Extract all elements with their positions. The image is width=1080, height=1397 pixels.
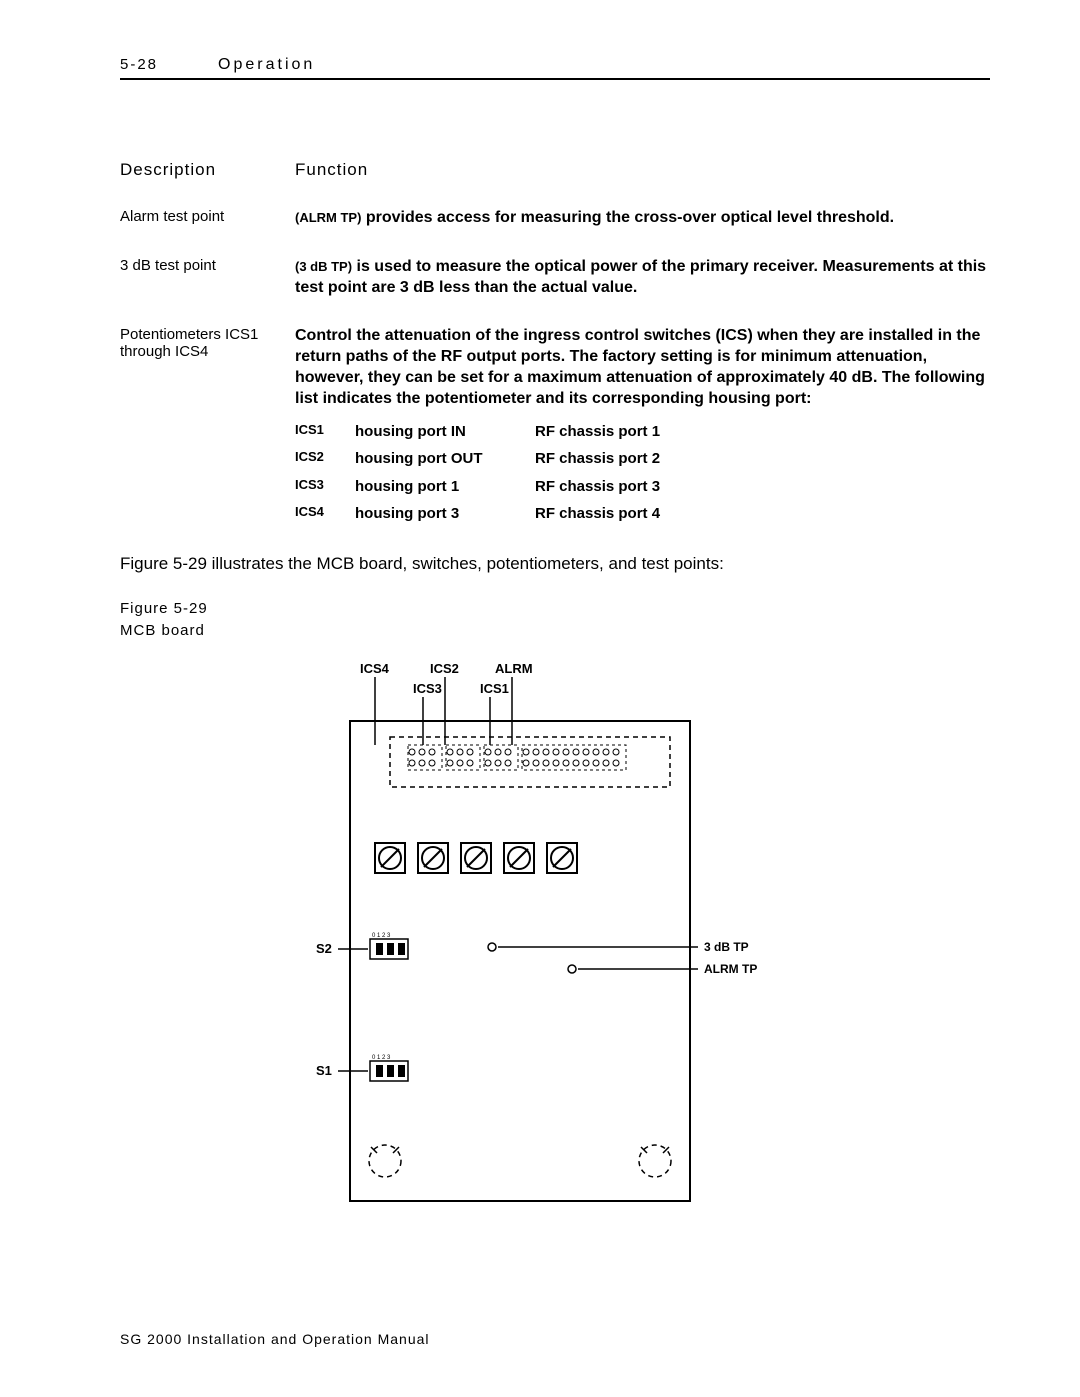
rf-chassis-port: RF chassis port 1: [535, 422, 990, 442]
ics-label: ICS1: [295, 422, 355, 442]
svg-text:ICS3: ICS3: [413, 681, 442, 696]
row-label-alarm-tp: Alarm test point: [120, 208, 295, 229]
rf-chassis-port: RF chassis port 3: [535, 477, 990, 497]
row-label-3db-tp: 3 dB test point: [120, 257, 295, 299]
row-func-alarm-tp: (ALRM TP) provides access for measuring …: [295, 208, 990, 229]
svg-text:0 1 2 3: 0 1 2 3: [372, 1055, 391, 1061]
ics-mapping-table: ICS1 housing port IN RF chassis port 1 I…: [295, 422, 990, 524]
housing-port: housing port IN: [355, 422, 535, 442]
mcb-board-diagram: ICS4 ICS2 ALRM ICS3 ICS1 S2 0 1 2 3 S1 0 1 2 3 3 …: [300, 661, 810, 1211]
col-header-function: Function: [295, 160, 990, 180]
chapter-title: Operation: [218, 56, 315, 74]
svg-text:3 dB TP: 3 dB TP: [704, 940, 749, 954]
col-header-description: Description: [120, 160, 295, 180]
ics-label: ICS4: [295, 504, 355, 524]
description-function-table: Description Function Alarm test point (A…: [120, 160, 990, 524]
row-label-pots: Potentiometers ICS1 through ICS4: [120, 326, 295, 523]
svg-text:ICS1: ICS1: [480, 681, 509, 696]
svg-text:ICS4: ICS4: [360, 661, 390, 676]
housing-port: housing port 1: [355, 477, 535, 497]
ics-label: ICS2: [295, 449, 355, 469]
footer-manual-title: SG 2000 Installation and Operation Manua…: [120, 1331, 990, 1347]
figure-intro-text: Figure 5-29 illustrates the MCB board, s…: [120, 554, 990, 574]
housing-port: housing port OUT: [355, 449, 535, 469]
svg-text:ALRM: ALRM: [495, 661, 533, 676]
page-header: 5-28 Operation: [120, 56, 990, 80]
svg-text:ALRM TP: ALRM TP: [704, 962, 757, 976]
figure-label: Figure 5-29 MCB board: [120, 598, 990, 643]
row-func-pots: Control the attenuation of the ingress c…: [295, 326, 990, 523]
svg-text:S1: S1: [316, 1063, 332, 1078]
row-func-3db-tp: (3 dB TP) is used to measure the optical…: [295, 257, 990, 299]
svg-text:ICS2: ICS2: [430, 661, 459, 676]
svg-text:S2: S2: [316, 941, 332, 956]
rf-chassis-port: RF chassis port 2: [535, 449, 990, 469]
rf-chassis-port: RF chassis port 4: [535, 504, 990, 524]
page-number: 5-28: [120, 56, 158, 73]
housing-port: housing port 3: [355, 504, 535, 524]
svg-text:0 1 2 3: 0 1 2 3: [372, 933, 391, 939]
ics-label: ICS3: [295, 477, 355, 497]
